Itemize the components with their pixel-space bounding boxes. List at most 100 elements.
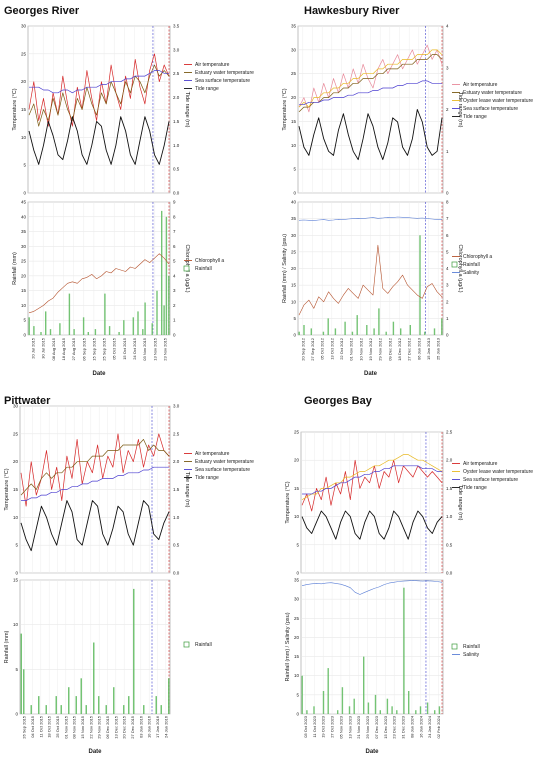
georges-river-bottom-yaxis-label: Rainfall (mm) <box>12 252 18 285</box>
georges-bay-top-ytick-label: 15 <box>294 486 300 491</box>
georges-bay-bottom-ytick-label: 15 <box>294 654 300 659</box>
georges-river-series-estuary-water-temperature <box>28 64 170 127</box>
georges-river-rainfall-bar <box>28 317 30 335</box>
georges-river-top-ytick-label: 20 <box>21 79 27 84</box>
georges-river-rainfall-bar <box>33 326 35 335</box>
pittwater-rainfall-bar <box>98 696 100 714</box>
georges-river-series-air-temperature <box>28 53 170 127</box>
georges-river-rainfall-bar <box>151 323 153 335</box>
georges-river-bottom-y2tick-label: 8 <box>173 214 176 219</box>
hawkesbury-river-top-y2tick-label: 2 <box>446 107 449 112</box>
georges-bay-rainfall-bar <box>403 587 405 714</box>
georges-river-date-tick-label: 15 Sep 2015 <box>91 337 96 360</box>
hawkesbury-river-rainfall-bar <box>441 318 443 335</box>
hawkesbury-river-rainfall-bar <box>400 328 402 335</box>
pittwater-rainfall-bar <box>168 678 170 714</box>
georges-bay-date-tick-label: 31 Dec 2023 <box>401 715 406 738</box>
georges-bay-series-salinity <box>301 580 443 595</box>
georges-bay-date-tick-label: 21 Nov 2023 <box>356 715 361 738</box>
georges-bay-top-ytick-label: 20 <box>294 458 300 463</box>
pittwater-rainfall-bar <box>55 696 57 714</box>
pittwater-series-air-temperature <box>20 433 170 507</box>
hawkesbury-river-bottom-y2tick-label: 0 <box>446 333 449 338</box>
georges-bay-date-tick-label: 24 Jan 2024 <box>427 715 432 738</box>
georges-river-bottom-ytick-label: 40 <box>21 214 27 219</box>
pittwater-rainfall-bar <box>93 642 95 714</box>
georges-river-top-y2tick-label: 2.0 <box>173 95 180 100</box>
hawkesbury-river-legend-label: Estuary water temperature <box>463 90 522 96</box>
georges-bay-top-y2axis-label: Tide range (m) <box>457 485 463 521</box>
georges-river-rainfall-bar <box>108 326 111 335</box>
georges-river-legend-label: Tide range <box>195 86 219 92</box>
georges-river-rainfall-bar <box>163 305 165 335</box>
pittwater-title: Pittwater <box>4 395 51 407</box>
pittwater-legend-label: Estuary water temperature <box>195 459 254 465</box>
hawkesbury-river-rainfall-bar <box>433 328 436 335</box>
georges-river-legend-label: Chlorophyll a <box>195 258 224 264</box>
georges-river-legend-label: Sea surface temperature <box>195 78 250 84</box>
georges-bay-top-ytick-label: 5 <box>296 542 299 547</box>
georges-bay-rainfall-bar <box>438 706 441 714</box>
georges-bay-legend-label: Air temperature <box>463 461 498 467</box>
pittwater-date-tick-label: 22 Nov 2015 <box>88 715 93 738</box>
pittwater-bottom-ytick-label: 5 <box>15 667 18 672</box>
georges-bay-top-ytick-label: 10 <box>294 514 300 519</box>
pittwater-top-y2tick-label: 1.0 <box>173 515 180 520</box>
georges-river-rainfall-bar <box>156 290 158 335</box>
georges-bay-rainfall-bar <box>434 710 436 714</box>
georges-river-bottom-y2tick-label: 4 <box>173 273 176 278</box>
hawkesbury-river-date-tick-label: 20 Sep 2012 <box>300 337 305 360</box>
georges-bay-date-tick-label: 15 Dec 2023 <box>383 715 388 738</box>
georges-river-rainfall-bar <box>142 329 144 335</box>
pittwater-rainfall-bar <box>143 705 145 714</box>
hawkesbury-river-bottom-ytick-label: 40 <box>291 200 297 205</box>
georges-river-date-tick-label: 06 Sep 2015 <box>81 337 86 360</box>
pittwater-date-tick-label: 27 Dec 2015 <box>130 715 135 738</box>
georges-river-bottom-ytick-label: 0 <box>23 333 26 338</box>
pittwater-series-sea-surface-temperature <box>21 466 169 501</box>
georges-river-bottom-y2tick-label: 5 <box>173 259 176 264</box>
georges-bay-rainfall-bar <box>337 710 339 714</box>
georges-river-top-ytick-label: 30 <box>21 24 27 29</box>
hawkesbury-river-bottom-y2tick-label: 3 <box>446 283 449 288</box>
georges-bay-rainfall-bar <box>322 691 325 714</box>
hawkesbury-river-legend-label: Oyster lease water temperature <box>463 98 533 104</box>
georges-river-rainfall-bar <box>45 311 47 335</box>
pittwater-rainfall-bar <box>160 705 162 714</box>
pittwater-date-tick-label: 10 Jan 2016 <box>147 715 152 738</box>
pittwater-top-y2tick-label: 2.5 <box>173 431 180 436</box>
hawkesbury-river-top-y2tick-label: 1 <box>446 149 449 154</box>
pittwater-top-yaxis-label: Temperature (°C) <box>4 468 10 510</box>
georges-bay-date-tick-label: 23 Dec 2023 <box>392 715 397 738</box>
georges-river-date-tick-label: 23 Nov 2015 <box>162 337 167 360</box>
georges-bay-rainfall-bar <box>306 710 308 714</box>
georges-bay-bottom-ytick-label: 35 <box>294 578 300 583</box>
georges-river-top-ytick-label: 5 <box>23 163 26 168</box>
georges-river-bottom-ytick-label: 20 <box>21 273 27 278</box>
hawkesbury-river-top-ytick-label: 30 <box>291 47 297 52</box>
pittwater-top-y2tick-label: 1.5 <box>173 487 180 492</box>
hawkesbury-river-legend-swatch <box>451 261 458 268</box>
georges-river-legend-label: Air temperature <box>195 62 230 68</box>
georges-bay-bottom-ytick-label: 25 <box>294 616 300 621</box>
pittwater-bottom-ytick-label: 0 <box>15 712 18 717</box>
pittwater-rainfall-bar <box>23 669 25 714</box>
hawkesbury-river-legend-label: Chlorophyll a <box>463 254 492 260</box>
hawkesbury-river-bottom-y2tick-label: 4 <box>446 266 449 271</box>
pittwater-top-y2tick-label: 3.0 <box>173 404 180 409</box>
georges-bay-date-tick-label: 05 Nov 2023 <box>338 715 343 738</box>
pittwater-rainfall-bar <box>113 687 115 714</box>
hawkesbury-river-bottom-y2tick-label: 1 <box>446 316 449 321</box>
georges-bay-rainfall-bar <box>408 691 410 714</box>
georges-bay-bottom-ytick-label: 10 <box>294 673 300 678</box>
hawkesbury-river-rainfall-bar <box>351 331 354 335</box>
hawkesbury-river-legend-label: Air temperature <box>463 82 498 88</box>
pittwater-rainfall-bar <box>80 678 82 714</box>
georges-river-top-y2tick-label: 1.5 <box>173 119 180 124</box>
georges-bay-rainfall-bar <box>341 687 344 714</box>
georges-river-date-tick-label: 13 Nov 2015 <box>152 337 157 360</box>
georges-bay-rainfall-bar <box>396 710 398 714</box>
georges-bay-date-tick-label: 11 Oct 2023 <box>312 715 317 737</box>
hawkesbury-river-rainfall-bar <box>303 325 305 335</box>
hawkesbury-river-bottom-yaxis-label: Rainfall (mm) / Salinity (psu) <box>282 234 288 303</box>
